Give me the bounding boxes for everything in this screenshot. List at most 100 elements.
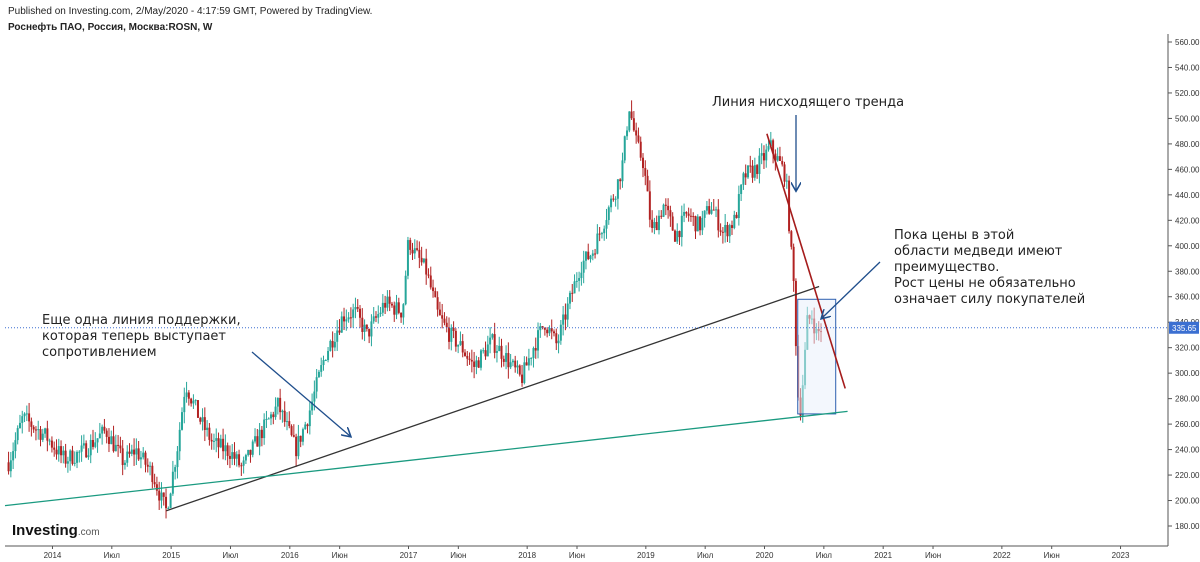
candle-body xyxy=(489,337,492,345)
candle-body xyxy=(283,410,286,422)
candle-body xyxy=(694,216,697,232)
candle-body xyxy=(226,445,229,456)
candle-body xyxy=(199,417,202,422)
candle-body xyxy=(295,436,298,457)
candle-body xyxy=(568,292,571,304)
candle-body xyxy=(470,359,473,362)
candle-body xyxy=(192,400,195,404)
candle-body xyxy=(137,448,140,460)
candle-body xyxy=(733,214,736,228)
candle-body xyxy=(44,428,47,434)
candle-body xyxy=(667,205,670,211)
candle-body xyxy=(413,248,416,254)
candle-body xyxy=(206,427,209,431)
candle-body xyxy=(792,246,795,281)
candle-body xyxy=(201,417,204,422)
candle-body xyxy=(587,251,590,260)
candle-body xyxy=(514,360,517,368)
candle-body xyxy=(169,493,172,508)
candle-body xyxy=(737,194,740,219)
candle-body xyxy=(397,302,400,313)
candle-body xyxy=(48,440,51,442)
candle-body xyxy=(548,328,551,334)
candle-body xyxy=(454,330,457,347)
candle-body xyxy=(655,222,658,231)
candle-body xyxy=(171,471,174,494)
y-tick-label: 320.00 xyxy=(1175,344,1200,353)
candle-body xyxy=(203,417,206,431)
candle-body xyxy=(379,312,382,315)
candle-body xyxy=(73,462,76,464)
candle-body xyxy=(66,461,69,464)
candle-body xyxy=(55,449,58,455)
x-tick-label: Июн xyxy=(450,551,466,560)
candle-body xyxy=(338,330,341,333)
candle-body xyxy=(315,377,318,392)
candle-body xyxy=(406,240,409,276)
annotation-line: области медведи имеют xyxy=(894,244,1063,259)
candle-body xyxy=(678,231,681,238)
candle-body xyxy=(53,447,56,450)
candle-body xyxy=(632,118,635,131)
candle-body xyxy=(575,280,578,282)
candle-body xyxy=(603,228,606,234)
candle-body xyxy=(336,330,339,342)
candle-body xyxy=(89,439,92,456)
candle-body xyxy=(393,305,396,315)
candle-body xyxy=(183,396,186,413)
candle-body xyxy=(644,168,647,176)
candle-body xyxy=(279,397,282,413)
current-price-label: 335.65 xyxy=(1172,324,1197,333)
candle-body xyxy=(498,345,501,352)
candle-body xyxy=(605,220,608,229)
candle-body xyxy=(78,451,81,453)
candle-body xyxy=(311,401,314,411)
y-tick-label: 200.00 xyxy=(1175,497,1200,506)
candle-body xyxy=(327,350,330,361)
candle-body xyxy=(144,452,147,465)
candle-body xyxy=(486,344,489,357)
y-tick-label: 420.00 xyxy=(1175,216,1200,225)
candle-body xyxy=(463,352,466,356)
candle-body xyxy=(94,442,97,447)
candle-body xyxy=(600,233,603,235)
candle-body xyxy=(265,418,268,420)
candle-body xyxy=(242,460,245,466)
annotation-line: означает силу покупателей xyxy=(894,292,1086,307)
candle-body xyxy=(758,155,761,174)
candle-body xyxy=(703,210,706,218)
annotation-downtrend: Линия нисходящего тренда xyxy=(712,95,904,111)
candle-body xyxy=(32,426,35,430)
candle-body xyxy=(534,348,537,351)
candle-body xyxy=(614,198,617,200)
candle-body xyxy=(372,316,375,322)
x-tick-label: Июн xyxy=(925,551,941,560)
x-tick-label: Июн xyxy=(332,551,348,560)
candle-body xyxy=(224,445,227,452)
candle-body xyxy=(7,462,10,472)
candle-body xyxy=(635,130,638,136)
annotation-line: преимущество. xyxy=(894,260,1000,275)
candle-body xyxy=(769,140,772,147)
candle-body xyxy=(692,216,695,218)
candle-body xyxy=(546,329,549,334)
candle-body xyxy=(511,360,514,363)
candle-body xyxy=(646,175,649,192)
candle-body xyxy=(518,365,521,375)
candle-body xyxy=(479,350,482,368)
candle-body xyxy=(680,215,683,238)
candle-body xyxy=(772,140,775,154)
candle-body xyxy=(541,326,544,328)
candle-body xyxy=(705,206,708,211)
y-tick-label: 300.00 xyxy=(1175,369,1200,378)
candle-body xyxy=(247,449,250,456)
candle-body xyxy=(39,429,42,440)
candle-body xyxy=(537,330,540,351)
published-info: Published on Investing.com, 2/May/2020 -… xyxy=(8,6,373,17)
candle-body xyxy=(701,217,704,231)
current-price-label-bg xyxy=(1169,321,1199,334)
candle-body xyxy=(361,317,364,332)
candle-body xyxy=(30,421,33,427)
candle-body xyxy=(495,351,498,353)
